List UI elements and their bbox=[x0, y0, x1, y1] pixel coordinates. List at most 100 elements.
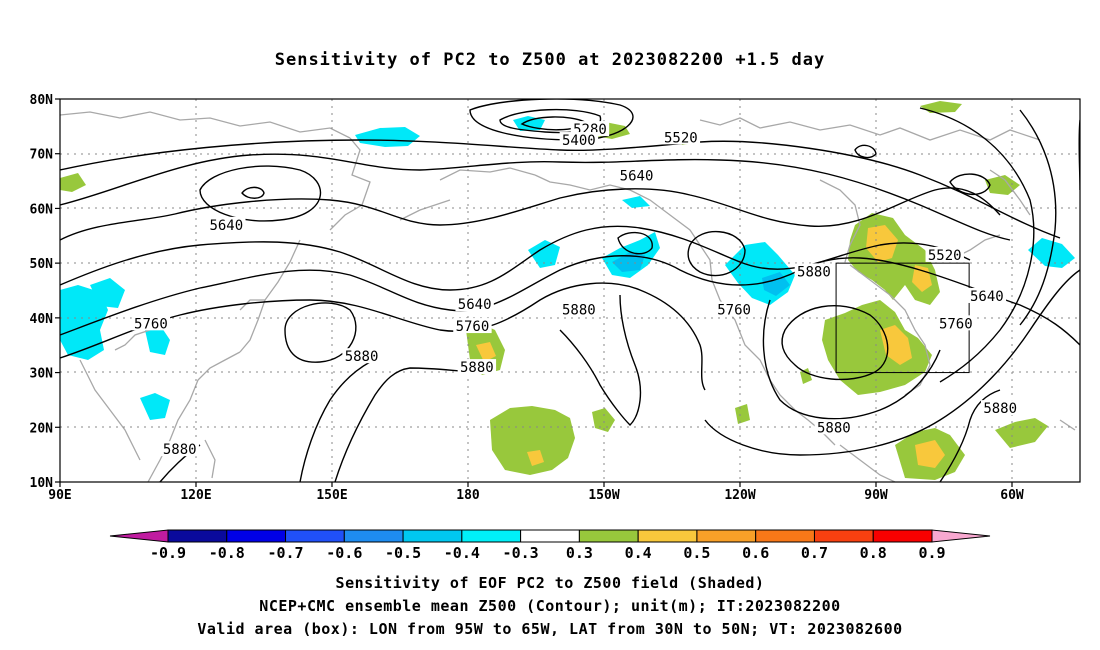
negative-patch bbox=[140, 393, 170, 420]
negative-patch bbox=[513, 116, 545, 131]
lat-lon-grid bbox=[60, 99, 1080, 482]
positive-patch bbox=[60, 173, 86, 192]
positive-patch bbox=[735, 404, 750, 424]
colorbar-swatch bbox=[755, 529, 815, 543]
lat-tick-label: 80N bbox=[30, 93, 54, 108]
lon-tick-label: 90E bbox=[48, 488, 71, 503]
contour-label-bg bbox=[617, 167, 656, 183]
colorbar-label: 0.6 bbox=[742, 544, 769, 562]
positive-patch bbox=[490, 406, 575, 475]
contour-label-bg bbox=[342, 348, 381, 364]
contour-label-bg bbox=[925, 246, 964, 262]
contour-label-bg bbox=[131, 315, 171, 331]
colorbar-swatch bbox=[637, 529, 698, 543]
negative-patch bbox=[60, 285, 108, 360]
contour-label-bg bbox=[453, 318, 492, 334]
contour-label: 5640 bbox=[620, 169, 654, 185]
contour-label: 5880 bbox=[983, 401, 1017, 417]
colorbar-label: 0.9 bbox=[918, 544, 945, 562]
colorbar-swatch bbox=[285, 529, 345, 543]
lon-tick-label: 150W bbox=[588, 488, 619, 503]
lon-tick-label: 120W bbox=[724, 488, 755, 503]
contour-label-bg bbox=[455, 296, 494, 312]
positive-patch-strong bbox=[527, 450, 544, 466]
sensitivity-shading bbox=[60, 101, 1075, 480]
colorbar-swatch bbox=[872, 529, 933, 543]
colorbar-swatch bbox=[696, 529, 757, 543]
contour-label-bg bbox=[559, 132, 599, 148]
contour-label-bg bbox=[559, 301, 599, 317]
contour-label: 5760 bbox=[134, 316, 168, 332]
colorbar-label: -0.7 bbox=[267, 544, 303, 562]
colorbar-label: -0.9 bbox=[150, 544, 186, 562]
lat-tick-label: 20N bbox=[30, 421, 54, 436]
lat-tick-label: 10N bbox=[30, 476, 54, 491]
colorbar-label: 0.3 bbox=[566, 544, 593, 562]
colorbar-label: 0.4 bbox=[625, 544, 652, 562]
coastlines bbox=[60, 111, 1076, 482]
colorbar-right-tip bbox=[931, 529, 991, 543]
negative-patch bbox=[622, 196, 650, 208]
contour-label-bg bbox=[794, 263, 834, 279]
positive-patch-strong bbox=[880, 325, 912, 365]
positive-patch bbox=[920, 101, 962, 113]
colorbar-swatch bbox=[343, 529, 404, 543]
colorbar-label: -0.5 bbox=[385, 544, 421, 562]
colorbar-swatch bbox=[461, 529, 522, 543]
contour-label: 5400 bbox=[562, 133, 596, 149]
lon-tick-label: 120E bbox=[180, 488, 211, 503]
colorbar-label: 0.5 bbox=[683, 544, 710, 562]
positive-patch bbox=[592, 408, 615, 432]
positive-patch-strong bbox=[866, 225, 898, 262]
contour-label-bg bbox=[714, 301, 754, 317]
contour-label-bg bbox=[457, 359, 497, 375]
colorbar-swatch bbox=[813, 529, 874, 543]
contour-label: 5880 bbox=[797, 264, 831, 280]
colorbar-label: -0.8 bbox=[209, 544, 245, 562]
colorbar-swatch bbox=[402, 529, 463, 543]
caption-shading: Sensitivity of EOF PC2 to Z500 field (Sh… bbox=[335, 574, 765, 592]
colorbar: -0.9 -0.8 -0.7 -0.6 -0.5 -0.4 -0.3 0.3 0.4 0.5 0.6… bbox=[109, 529, 991, 562]
contour-label-bg bbox=[967, 287, 1007, 303]
contour-label: 5880 bbox=[817, 420, 851, 436]
colorbar-label: 0.8 bbox=[860, 544, 887, 562]
figure-title: Sensitivity of PC2 to Z500 at 2023082200… bbox=[274, 50, 826, 70]
contour-label: 5760 bbox=[456, 319, 490, 335]
colorbar-swatch bbox=[578, 529, 639, 543]
contour-label: 5880 bbox=[345, 349, 379, 365]
contour-label-bg bbox=[814, 419, 854, 435]
contour-label-bg bbox=[160, 441, 199, 457]
contour-label: 5880 bbox=[460, 360, 494, 376]
lon-tick-label: 60W bbox=[1000, 488, 1024, 503]
lat-tick-label: 60N bbox=[30, 202, 54, 217]
lat-tick-label: 50N bbox=[30, 257, 54, 272]
positive-patch-strong bbox=[476, 342, 496, 362]
positive-patch bbox=[985, 175, 1020, 195]
lat-tick-label: 70N bbox=[30, 148, 54, 163]
lat-tick-label: 40N bbox=[30, 312, 54, 327]
contour-label: 5880 bbox=[163, 442, 197, 458]
negative-patch bbox=[725, 242, 795, 305]
caption-valid-area: Valid area (box): LON from 95W to 65W, L… bbox=[197, 620, 903, 638]
lon-tick-label: 180 bbox=[456, 488, 480, 503]
colorbar-left-tip bbox=[109, 529, 169, 543]
colorbar-label: -0.3 bbox=[503, 544, 539, 562]
contour-label: 5520 bbox=[664, 130, 698, 146]
contour-label: 5760 bbox=[939, 316, 973, 332]
colorbar-swatch bbox=[226, 529, 287, 543]
caption-contour: NCEP+CMC ensemble mean Z500 (Contour); u… bbox=[259, 597, 841, 615]
colorbar-label: -0.6 bbox=[326, 544, 362, 562]
contour-label: 5640 bbox=[209, 218, 243, 234]
colorbar-swatch bbox=[167, 529, 228, 543]
lon-tick-label: 150E bbox=[316, 488, 347, 503]
negative-patch bbox=[90, 278, 125, 308]
lon-tick-label: 90W bbox=[864, 488, 888, 503]
contour-label: 5520 bbox=[928, 248, 962, 264]
contour-label-bg bbox=[936, 315, 976, 331]
contour-label-bg bbox=[980, 400, 1020, 416]
contour-label: 5640 bbox=[458, 297, 492, 313]
negative-patch bbox=[145, 325, 170, 355]
